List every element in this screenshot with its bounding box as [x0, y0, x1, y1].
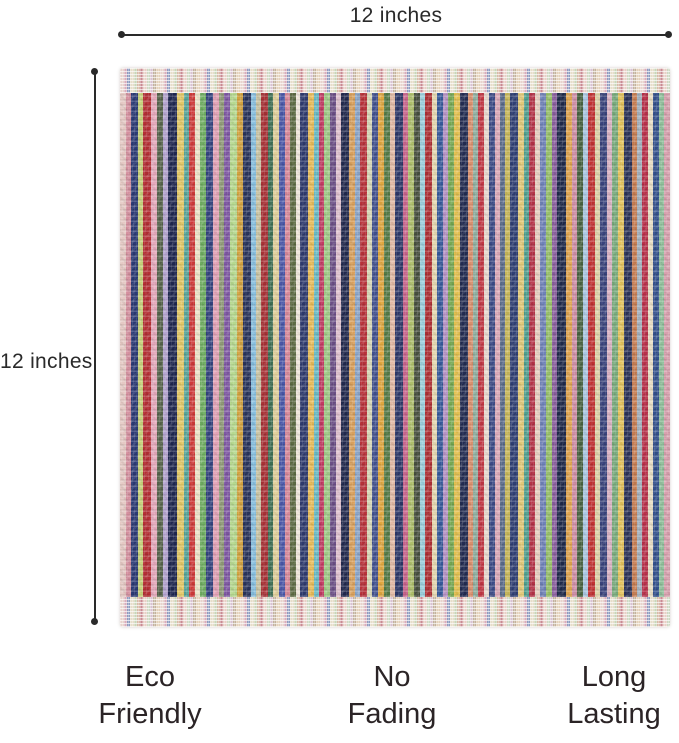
- dimension-endpoint-dot: [118, 31, 125, 38]
- top-dimension-label: 12 inches: [349, 4, 443, 27]
- feature-no-fading: No Fading: [348, 659, 437, 733]
- feature-line: No: [373, 661, 411, 693]
- feature-line: Lasting: [567, 698, 661, 730]
- top-dimension-line: [122, 34, 670, 36]
- towel-top-hem: [120, 68, 670, 93]
- feature-line: Eco: [125, 661, 175, 693]
- dimension-endpoint-dot: [91, 68, 98, 75]
- dimension-endpoint-dot: [91, 618, 98, 625]
- terry-texture: [120, 93, 670, 597]
- feature-line: Long: [581, 661, 647, 693]
- feature-line: Fading: [347, 698, 437, 730]
- dimension-endpoint-dot: [665, 31, 672, 38]
- weave-texture: [120, 597, 670, 627]
- feature-long-lasting: Long Lasting: [567, 659, 661, 733]
- left-dimension-label: 12 inches: [0, 350, 93, 373]
- towel-body-stripes: [120, 93, 670, 597]
- weave-texture: [120, 68, 670, 93]
- feature-eco-friendly: Eco Friendly: [98, 659, 201, 733]
- left-dimension-line: [94, 72, 96, 622]
- feature-line: Friendly: [98, 698, 202, 730]
- towel-bottom-hem: [120, 597, 670, 627]
- towel-photo: [120, 68, 670, 627]
